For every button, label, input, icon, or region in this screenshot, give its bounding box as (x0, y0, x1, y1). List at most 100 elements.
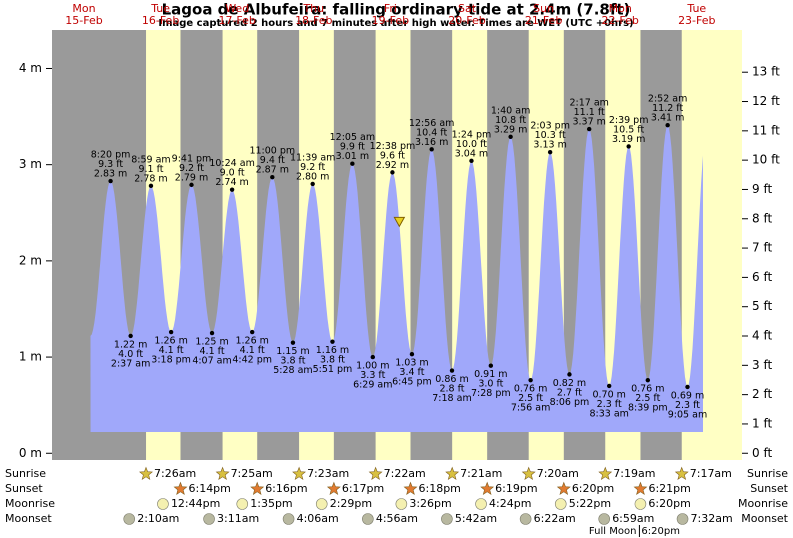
tide-point (229, 187, 235, 192)
tide-height-ft: 10.4 ft (416, 127, 447, 138)
tide-point (189, 182, 194, 188)
tide-time: 6:45 pm (392, 377, 432, 388)
tide-point (469, 158, 474, 164)
sun-icon (139, 466, 153, 480)
tide-point (209, 330, 215, 336)
tide-time: 4:07 am (192, 356, 231, 367)
tide-point (350, 161, 355, 166)
full-moon-label: Full Moon (589, 526, 636, 537)
tide-point (567, 372, 572, 377)
tide-height-ft: 9.9 ft (340, 142, 365, 153)
tide-height-ft: 9.6 ft (380, 150, 405, 161)
sun-icon (403, 481, 418, 495)
tide-height-m: 1.00 m (356, 361, 389, 372)
row-time: 7:19am (613, 467, 655, 480)
tide-point (429, 147, 434, 152)
tide-height-m: 0.69 m (671, 390, 704, 401)
y2-tick-label: 2 ft (752, 387, 772, 401)
sun-icon (521, 466, 536, 480)
tide-point (508, 134, 513, 139)
day-name: Sat (458, 2, 477, 15)
tide-time: 8:20 pm (91, 150, 131, 161)
tide-height-m: 1.26 m (235, 336, 268, 347)
row-label: Moonset (741, 512, 788, 525)
sun-icon (326, 481, 341, 495)
day-date: 20-Feb (448, 14, 485, 27)
moon-icon (157, 498, 169, 510)
tide-time: 8:33 am (589, 408, 628, 419)
row-time: 5:42am (455, 512, 497, 525)
sun-icon (250, 481, 265, 495)
day-date: 15-Feb (65, 14, 102, 27)
tide-height-m: 2.92 m (376, 160, 409, 171)
row-time: 7:26am (154, 467, 196, 480)
tide-point (449, 368, 455, 373)
day-date: 18-Feb (295, 14, 332, 27)
tide-time: 6:29 am (353, 380, 392, 391)
tide-height-m: 2.74 m (215, 177, 248, 188)
tide-point (665, 123, 670, 128)
tide-height-ft: 9.0 ft (220, 168, 245, 179)
tide-height-m: 0.91 m (474, 369, 507, 380)
y2-tick-label: 5 ft (752, 299, 772, 313)
tide-time: 12:56 am (409, 118, 454, 129)
tide-height-m: 3.37 m (572, 117, 605, 128)
tide-point (250, 329, 255, 335)
tide-height-ft: 3.4 ft (399, 367, 424, 378)
y2-tick-label: 9 ft (752, 182, 772, 196)
tide-height-ft: 3.3 ft (360, 370, 385, 381)
tide-height-m: 3.04 m (455, 148, 488, 159)
tide-point (685, 384, 690, 390)
tide-height-m: 1.16 m (316, 345, 349, 356)
tide-time: 5:28 am (273, 365, 312, 376)
tide-time: 2:17 am (569, 98, 608, 109)
moon-icon (475, 498, 487, 510)
sun-icon (598, 466, 613, 480)
tide-height-ft: 9.1 ft (138, 164, 163, 175)
chart-title: Lagoa de Albufeira: falling ordinary tid… (162, 1, 631, 19)
row-label: Sunset (750, 482, 788, 495)
tide-time: 2:52 am (648, 94, 687, 105)
day-date: 22-Feb (601, 14, 638, 27)
tide-height-ft: 9.2 ft (300, 162, 325, 173)
row-time: 12:44pm (171, 497, 220, 510)
row-time: 6:18pm (419, 482, 461, 495)
tide-time: 2:37 am (111, 358, 150, 369)
tide-point (626, 144, 631, 149)
sun-icon (173, 481, 188, 495)
day-name: Mon (609, 2, 632, 15)
day-name: Mon (72, 2, 95, 15)
tide-point (330, 339, 335, 344)
tide-height-m: 1.26 m (154, 336, 187, 347)
tide-time: 1:40 am (491, 105, 530, 116)
tide-height-ft: 9.2 ft (179, 163, 204, 174)
tide-point (586, 126, 592, 132)
tide-height-ft: 2.8 ft (439, 384, 464, 395)
day-name: Thu (302, 2, 324, 15)
row-time: 7:32am (691, 512, 733, 525)
row-time: 7:21am (460, 467, 502, 480)
full-moon-time: 6:20pm (641, 526, 680, 537)
y2-tick-label: 7 ft (752, 241, 772, 255)
moon-icon (203, 513, 215, 525)
tide-height-m: 1.15 m (276, 346, 309, 357)
y2-tick-label: 13 ft (752, 65, 780, 79)
row-time: 4:24pm (489, 497, 531, 510)
tide-height-m: 1.22 m (114, 339, 147, 350)
row-time: 6:59am (612, 512, 654, 525)
tide-time: 12:05 am (330, 132, 375, 143)
moon-icon (598, 513, 610, 525)
y-tick-label: 3 m (19, 157, 42, 171)
y2-tick-label: 12 ft (752, 94, 780, 108)
day-name: Tue (686, 2, 706, 15)
row-label: Sunset (5, 482, 43, 495)
row-time: 7:25am (231, 467, 273, 480)
moon-icon (441, 513, 453, 525)
tide-area (90, 125, 703, 432)
y-tick-label: 0 m (19, 446, 42, 460)
sun-icon (292, 466, 306, 480)
tide-height-m: 0.70 m (592, 389, 625, 400)
sun-icon (368, 466, 383, 480)
y-tick-label: 4 m (19, 61, 42, 75)
